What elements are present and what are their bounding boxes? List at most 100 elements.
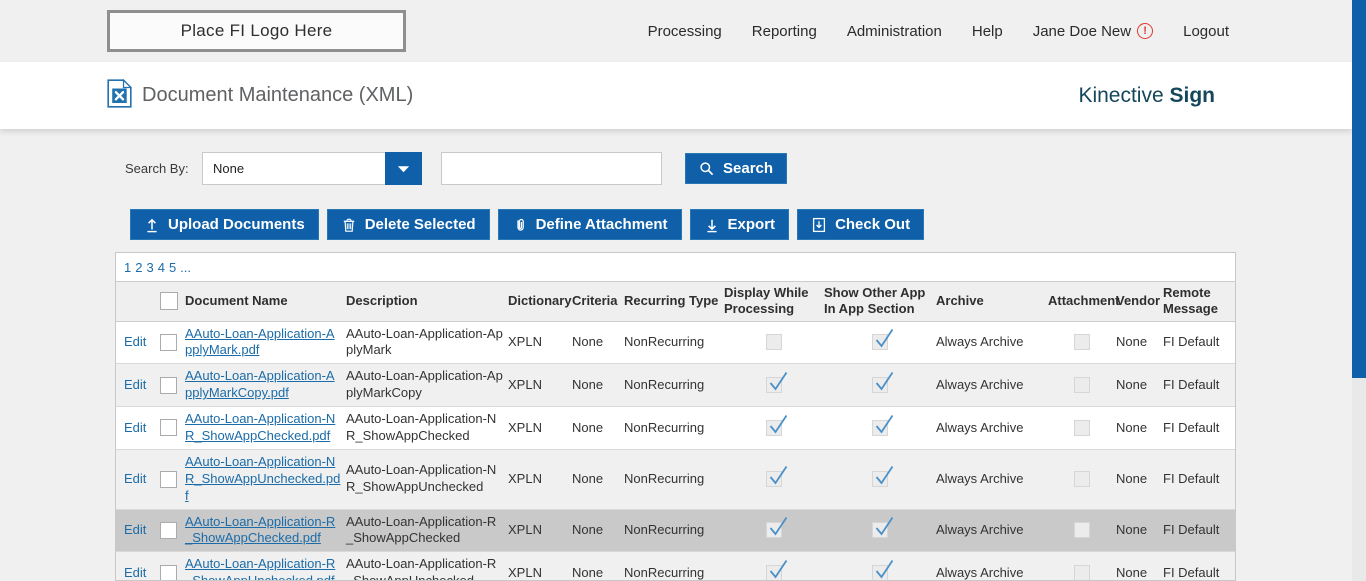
show-other-app-checkbox [872, 517, 894, 539]
vendor-cell: None [1116, 564, 1148, 580]
dictionary-cell: XPLN [508, 521, 542, 537]
attachment-checkbox [1074, 419, 1090, 436]
description-cell: AAuto-Loan-Application-R_ShowAppChecked [346, 513, 497, 546]
show-other-app-checkbox [872, 329, 894, 351]
nav-administration[interactable]: Administration [846, 22, 942, 40]
trash-icon [343, 218, 354, 232]
show-other-app-checkbox [872, 372, 894, 394]
upload-documents-button[interactable]: Upload Documents [130, 209, 319, 240]
description-cell: AAuto-Loan-Application-NR_ShowAppUncheck… [346, 462, 497, 495]
recurring-type-cell: NonRecurring [624, 376, 705, 392]
vertical-scrollbar-track[interactable] [1352, 0, 1366, 581]
table-rows: Edit AAuto-Loan-Application-ApplyMark.pdf… [116, 321, 1235, 581]
document-name-link[interactable]: AAuto-Loan-Application-ApplyMarkCopy.pdf [185, 368, 335, 401]
action-toolbar: Upload Documents Delete Selected Define … [130, 209, 925, 240]
select-all-checkbox[interactable] [159, 292, 178, 311]
archive-cell: Always Archive [936, 470, 1024, 486]
fi-logo-text: Place FI Logo Here [180, 21, 333, 40]
edit-link[interactable]: Edit [124, 470, 147, 486]
row-select-checkbox[interactable] [160, 376, 177, 394]
row-select-checkbox[interactable] [160, 521, 177, 539]
attachment-checkbox [1074, 377, 1090, 394]
page-link-2[interactable]: 2 [135, 260, 143, 275]
attachment-checkbox [1074, 471, 1090, 488]
check-out-button[interactable]: Check Out [797, 209, 925, 240]
archive-cell: Always Archive [936, 376, 1024, 392]
criteria-cell: None [572, 521, 604, 537]
row-select-checkbox[interactable] [160, 333, 177, 351]
description-cell: AAuto-Loan-Application-NR_ShowAppChecked [346, 411, 497, 443]
page-link-4[interactable]: 4 [157, 260, 165, 275]
upload-icon [147, 218, 157, 232]
vertical-scrollbar-thumb[interactable] [1352, 0, 1366, 378]
col-remote-message: Remote Message [1163, 285, 1218, 317]
page-link-more[interactable]: ... [180, 260, 192, 275]
search-button[interactable]: Search [685, 153, 788, 184]
define-attachment-label: Define Attachment [535, 216, 668, 233]
dropdown-button[interactable] [385, 152, 422, 185]
recurring-type-cell: NonRecurring [624, 470, 705, 486]
remote-message-cell: FI Default [1163, 333, 1220, 349]
archive-cell: Always Archive [936, 333, 1024, 349]
document-name-link[interactable]: AAuto-Loan-Application-ApplyMark.pdf [185, 325, 335, 358]
document-name-link[interactable]: AAuto-Loan-Application-NR_ShowAppUncheck… [185, 453, 341, 503]
archive-cell: Always Archive [936, 521, 1024, 537]
export-label: Export [727, 216, 776, 233]
col-dictionary: Dictionary [508, 293, 572, 309]
edit-link[interactable]: Edit [124, 419, 147, 435]
nav-help[interactable]: Help [971, 22, 1003, 40]
col-criteria: Criteria [572, 293, 618, 309]
display-while-processing-checkbox [766, 414, 788, 436]
page-link-1[interactable]: 1 [124, 260, 132, 275]
nav-user-menu[interactable]: Jane Doe New ! [1033, 23, 1154, 40]
nav-processing[interactable]: Processing [647, 22, 722, 40]
nav-logout[interactable]: Logout [1183, 22, 1229, 40]
description-cell: AAuto-Loan-Application-ApplyMark [346, 325, 503, 358]
remote-message-cell: FI Default [1163, 564, 1220, 580]
remote-message-cell: FI Default [1163, 521, 1220, 537]
row-select-checkbox[interactable] [160, 564, 177, 580]
define-attachment-button[interactable]: Define Attachment [497, 209, 682, 240]
remote-message-cell: FI Default [1163, 376, 1220, 392]
attachment-checkbox [1074, 334, 1090, 351]
row-select-checkbox[interactable] [160, 470, 177, 488]
export-button[interactable]: Export [689, 209, 790, 240]
table-header-row: Document Name Description Dictionary Cri… [116, 281, 1235, 322]
download-icon [706, 219, 717, 232]
top-bar: Place FI Logo Here Processing Reporting … [0, 0, 1352, 62]
display-while-processing-checkbox [766, 560, 788, 580]
recurring-type-cell: NonRecurring [624, 419, 705, 435]
search-input[interactable] [441, 152, 662, 185]
paperclip-icon [516, 218, 524, 231]
nav-reporting[interactable]: Reporting [751, 22, 817, 40]
table-row: Edit AAuto-Loan-Application-ApplyMark.pdf… [116, 321, 1235, 365]
delete-selected-button[interactable]: Delete Selected [326, 209, 490, 240]
show-other-app-checkbox [872, 560, 894, 580]
row-select-checkbox[interactable] [160, 419, 177, 437]
edit-link[interactable]: Edit [124, 564, 147, 580]
dictionary-cell: XPLN [508, 333, 542, 349]
edit-column-header [116, 298, 152, 304]
display-while-processing-checkbox [766, 466, 788, 488]
vendor-cell: None [1116, 333, 1148, 349]
search-by-dropdown[interactable]: None [202, 152, 422, 185]
edit-link[interactable]: Edit [124, 376, 147, 392]
page-link-3[interactable]: 3 [146, 260, 154, 275]
edit-link[interactable]: Edit [124, 333, 147, 349]
description-cell: AAuto-Loan-Application-R_ShowAppUnchecke… [346, 556, 497, 581]
remote-message-cell: FI Default [1163, 419, 1220, 435]
criteria-cell: None [572, 419, 604, 435]
page-header: Document Maintenance (XML) Kinective Sig… [0, 62, 1352, 129]
criteria-cell: None [572, 376, 604, 392]
display-while-processing-checkbox [766, 334, 782, 351]
display-while-processing-checkbox [766, 372, 788, 394]
page-title: Document Maintenance (XML) [142, 84, 414, 106]
document-name-link[interactable]: AAuto-Loan-Application-R_ShowAppUnchecke… [185, 556, 336, 581]
document-name-link[interactable]: AAuto-Loan-Application-R_ShowAppChecked.… [185, 513, 336, 546]
document-name-link[interactable]: AAuto-Loan-Application-NR_ShowAppChecked… [185, 411, 336, 443]
upload-documents-label: Upload Documents [168, 216, 305, 233]
col-description: Description [346, 293, 418, 309]
criteria-cell: None [572, 333, 604, 349]
page-link-5[interactable]: 5 [168, 260, 177, 275]
edit-link[interactable]: Edit [124, 521, 147, 537]
